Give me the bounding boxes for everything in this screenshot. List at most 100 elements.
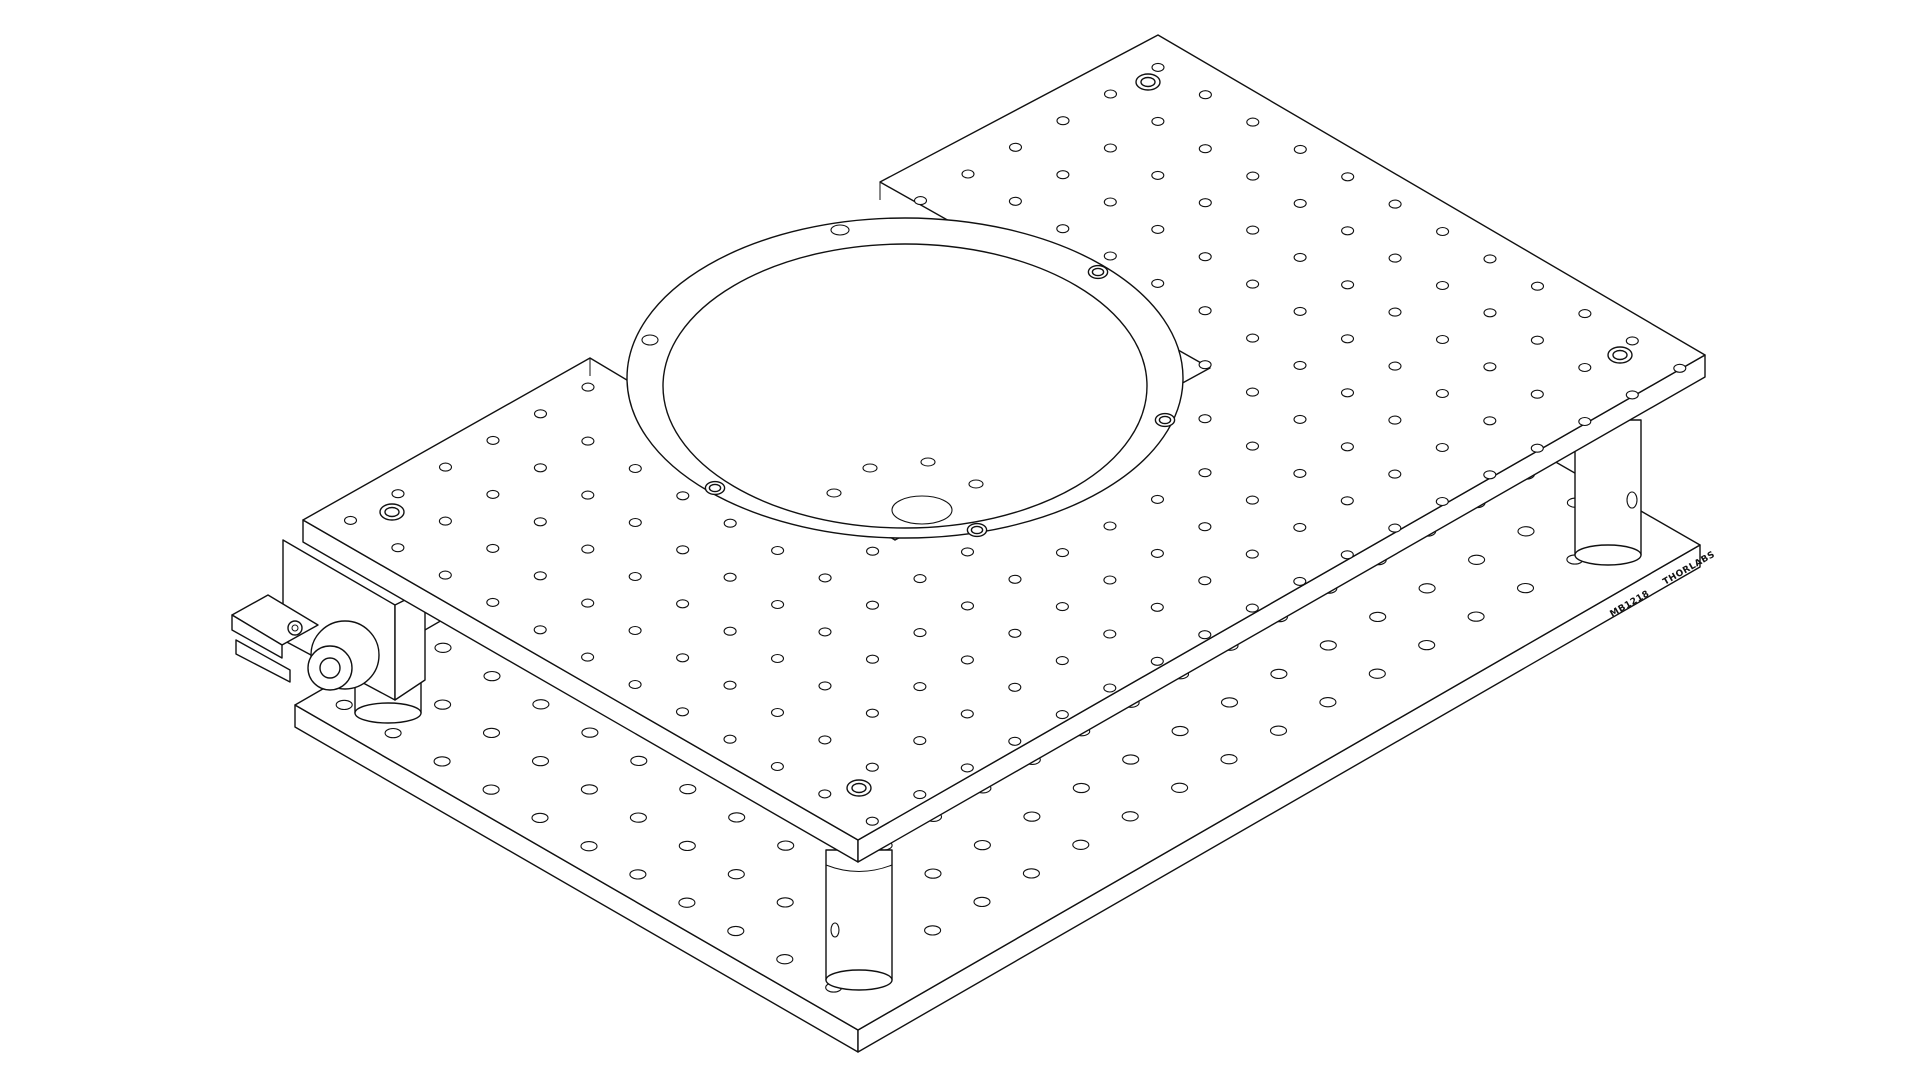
mounting-hole [1103, 521, 1117, 531]
mounting-hole [433, 756, 451, 767]
mounting-hole [628, 571, 642, 582]
mounting-hole [1245, 495, 1259, 505]
clamp-arm-front [231, 614, 283, 659]
mounting-hole [391, 543, 405, 553]
mounting-hole [728, 812, 746, 823]
mounting-hole [973, 896, 991, 908]
mounting-hole [770, 653, 785, 664]
mounting-hole [865, 708, 879, 718]
mounting-hole [1198, 630, 1212, 640]
mounting-hole [1056, 224, 1070, 234]
mounting-hole [1022, 868, 1040, 879]
mounting-hole [1319, 697, 1337, 708]
mounting-hole [678, 840, 696, 852]
mounting-hole [1150, 602, 1164, 612]
mounting-hole [1122, 754, 1140, 765]
mounting-hole [960, 655, 974, 665]
mounting-hole [960, 709, 974, 719]
mounting-hole [1246, 279, 1260, 289]
mounting-hole [1056, 170, 1070, 180]
mounting-hole [1517, 526, 1535, 537]
mounting-hole [391, 489, 405, 499]
mounting-hole [770, 761, 784, 772]
mounting-hole [1673, 363, 1687, 373]
mounting-hole [1171, 725, 1189, 737]
mounting-hole [1340, 334, 1355, 344]
mounting-hole [1008, 574, 1022, 584]
mounting-hole [1388, 469, 1402, 479]
clamp-cap-screw [287, 620, 303, 636]
mounting-hole [1388, 415, 1402, 425]
mounting-hole [1008, 196, 1022, 206]
mounting-hole [675, 707, 690, 717]
mounting-hole [1483, 362, 1497, 372]
mounting-hole [723, 626, 737, 636]
mounting-hole [1341, 280, 1355, 290]
mounting-hole [1293, 306, 1307, 316]
mounting-hole [1293, 522, 1307, 532]
mounting-hole [1072, 839, 1090, 850]
mounting-hole [533, 571, 547, 581]
mounting-hole [1171, 782, 1189, 793]
mounting-hole [777, 840, 795, 851]
mounting-hole [913, 196, 928, 206]
mounting-hole [1435, 280, 1450, 291]
mounting-hole [1483, 416, 1497, 426]
mounting-hole [818, 789, 832, 799]
mounting-hole [1150, 494, 1165, 504]
mounting-hole [581, 490, 595, 500]
ring-center-bore [891, 495, 953, 525]
mounting-hole [1103, 197, 1117, 207]
mounting-hole [1151, 224, 1165, 234]
cap-screw-socket [384, 506, 400, 518]
post-right-hole [1626, 491, 1638, 509]
mounting-hole [973, 839, 991, 851]
mounting-hole [1198, 360, 1212, 370]
mounting-hole [434, 699, 452, 710]
mounting-hole [581, 652, 595, 662]
mounting-hole [1150, 548, 1164, 558]
cap-screw-socket [708, 483, 722, 493]
mounting-hole [438, 516, 452, 526]
mounting-hole [1340, 388, 1355, 398]
mounting-hole [628, 625, 642, 636]
mounting-hole [1530, 281, 1545, 291]
mounting-hole [1103, 143, 1117, 153]
mounting-hole [818, 735, 832, 745]
mounting-hole [1151, 170, 1165, 180]
mounting-hole [533, 625, 547, 635]
mounting-hole [1368, 668, 1386, 679]
mounting-hole [865, 816, 879, 826]
mounting-hole [581, 598, 595, 608]
mounting-hole [1198, 90, 1212, 100]
mounting-hole [1293, 198, 1307, 208]
mounting-hole [1198, 306, 1212, 316]
ring-screws [704, 264, 1176, 538]
mounting-hole [818, 681, 832, 691]
mounting-hole [865, 762, 879, 772]
mounting-hole [1246, 117, 1260, 127]
mounting-hole [628, 679, 642, 690]
mounting-hole [1483, 254, 1497, 264]
mounting-hole [776, 954, 794, 965]
mounting-hole [776, 897, 794, 908]
clamp-arm-lower [235, 639, 291, 683]
mounting-hole [482, 727, 501, 739]
mounting-hole [384, 727, 402, 739]
mounting-hole [483, 670, 501, 682]
mounting-hole [1436, 226, 1450, 237]
mounting-hole [486, 597, 500, 607]
mounting-hole [1121, 811, 1139, 822]
mounting-hole [676, 599, 690, 609]
mounting-hole [628, 517, 642, 528]
post-front-hole [830, 922, 840, 938]
mounting-hole [913, 574, 927, 584]
mounting-hole [1388, 199, 1402, 209]
mounting-hole [1418, 583, 1436, 594]
ring-counterbore [830, 224, 850, 236]
mounting-hole [1103, 89, 1118, 99]
mounting-hole [628, 463, 642, 474]
mounting-hole [1245, 441, 1260, 451]
mounting-hole [581, 544, 595, 554]
